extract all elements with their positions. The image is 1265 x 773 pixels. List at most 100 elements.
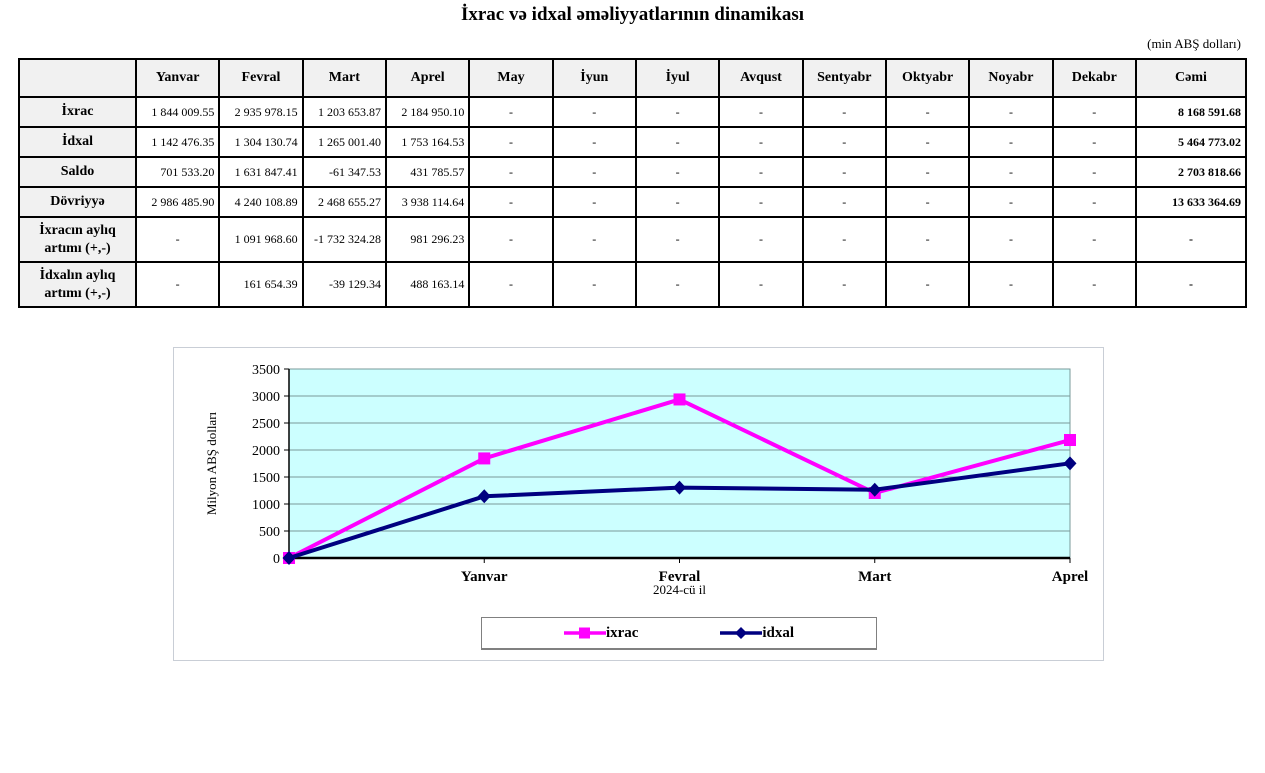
table-cell: - — [468, 126, 554, 158]
table-cell: - — [884, 96, 971, 128]
row-header: İdxalın aylıq artımı (+,-) — [18, 261, 137, 308]
y-tick-label: 2000 — [252, 444, 280, 459]
table-cell: 161 654.39 — [218, 261, 304, 308]
table-cell: - — [718, 186, 804, 218]
table-cell: 4 240 108.89 — [218, 186, 304, 218]
ixrac-marker — [1064, 434, 1076, 447]
ixrac-line-swatch — [563, 627, 606, 639]
table-cell: - — [801, 186, 887, 218]
y-tick-label: 3500 — [252, 363, 280, 378]
table-cell: 2 468 655.27 — [301, 186, 387, 218]
table-cell: - — [1051, 216, 1138, 263]
table-cell: - — [1051, 261, 1138, 308]
table-cell: - — [634, 261, 721, 308]
table-cell: 1 304 130.74 — [218, 126, 304, 158]
table-body: İxrac 1 844 009.55 2 935 978.15 1 203 653.8… — [18, 96, 1247, 308]
y-axis-title: Milyon ABŞ dolları — [204, 411, 219, 515]
legend-item-idxal: idxal — [720, 625, 794, 642]
table-cell: - — [718, 216, 804, 263]
x-tick-label: Aprel — [1052, 569, 1088, 585]
table-cell: - — [468, 96, 554, 128]
table-cell: - — [1135, 261, 1247, 308]
table-cell: - — [634, 126, 721, 158]
column-header: İyul — [634, 58, 721, 98]
column-header: Dekabr — [1051, 58, 1138, 98]
table-row: Saldo 701 533.20 1 631 847.41 -61 347.53 431… — [18, 156, 1247, 188]
column-header: Cəmi — [1135, 58, 1247, 98]
table-cell: - — [551, 126, 637, 158]
column-header: İyun — [551, 58, 637, 98]
y-tick-label: 1500 — [252, 471, 280, 486]
idxal-marker — [868, 482, 882, 497]
table-cell: 5 464 773.02 — [1135, 126, 1247, 158]
table-cell: 1 631 847.41 — [218, 156, 304, 188]
table-cell: 13 633 364.69 — [1135, 186, 1247, 218]
idxal-marker — [477, 489, 491, 504]
table-cell: 2 703 818.66 — [1135, 156, 1247, 188]
unit-note: (min ABŞ dolları) — [1147, 36, 1241, 51]
table-cell: - — [468, 216, 554, 263]
table-cell: - — [884, 156, 971, 188]
table-cell: - — [968, 96, 1054, 128]
x-tick-label: Yanvar — [461, 569, 508, 585]
ixrac-marker — [673, 393, 686, 406]
column-header: Oktyabr — [884, 58, 971, 98]
column-header: May — [468, 58, 554, 98]
table-cell: - — [1051, 96, 1138, 128]
table-row: İxracın aylıq artımı (+,-) -1 091 968.60-… — [18, 216, 1247, 263]
row-header: İxracın aylıq artımı (+,-) — [18, 216, 137, 263]
table-cell: 8 168 591.68 — [1135, 96, 1247, 128]
column-header: Noyabr — [968, 58, 1054, 98]
column-header: Yanvar — [134, 58, 221, 98]
table-cell: 701 533.20 — [134, 156, 221, 188]
table-cell: - — [884, 186, 971, 218]
y-tick-label: 3000 — [252, 390, 280, 405]
table-cell: 1 265 001.40 — [301, 126, 387, 158]
table-cell: - — [801, 126, 887, 158]
x-axis-title: 2024-cü il — [653, 582, 706, 597]
table-cell: - — [718, 96, 804, 128]
row-header: Dövriyyə — [18, 186, 137, 218]
page-title: İxrac və idxal əməliyyatlarının dinamika… — [460, 4, 805, 25]
table-cell: - — [551, 156, 637, 188]
table-cell: - — [551, 96, 637, 128]
table-cell: - — [551, 216, 637, 263]
table-cell: - — [968, 126, 1054, 158]
table-cell: - — [884, 216, 971, 263]
table-cell: - — [718, 126, 804, 158]
x-tick-label: Mart — [858, 569, 891, 585]
table-cell: 2 184 950.10 — [384, 96, 471, 128]
column-header: Aprel — [384, 58, 471, 98]
table-row: İdxal 1 142 476.35 1 304 130.74 1 265 001.4… — [18, 126, 1247, 158]
corner-cell — [18, 58, 137, 98]
table-cell: -1 732 324.28 — [301, 216, 387, 263]
table-head: Yanvar Fevral Mart Aprel May İyun İyul Avqust Se… — [18, 58, 1247, 98]
table-cell: - — [884, 261, 971, 308]
row-header: İdxal — [18, 126, 137, 158]
table-row: Dövriyyə 2 986 485.90 4 240 108.89 2 468 65… — [18, 186, 1247, 218]
table-cell: - — [884, 126, 971, 158]
table-cell: - — [468, 156, 554, 188]
table-cell: - — [134, 216, 221, 263]
table-cell: 2 935 978.15 — [218, 96, 304, 128]
table-cell: 2 986 485.90 — [134, 186, 221, 218]
table-cell: - — [801, 261, 887, 308]
table-cell: - — [718, 261, 804, 308]
table-cell: 981 296.23 — [384, 216, 471, 263]
legend-item-ixrac: ixrac — [563, 625, 638, 642]
table-cell: 488 163.14 — [384, 261, 471, 308]
idxal-marker — [1063, 456, 1077, 471]
table-cell: - — [634, 156, 721, 188]
table-row: İxrac 1 844 009.55 2 935 978.15 1 203 653.8… — [18, 96, 1247, 128]
table-cell: -61 347.53 — [301, 156, 387, 188]
table-cell: - — [801, 96, 887, 128]
table-cell: - — [1135, 216, 1247, 263]
y-tick-label: 0 — [273, 552, 280, 567]
column-header: Fevral — [218, 58, 304, 98]
table-cell: - — [968, 261, 1054, 308]
column-header: Mart — [301, 58, 387, 98]
x-tick-label: Fevral — [659, 569, 701, 585]
table-cell: 3 938 114.64 — [384, 186, 471, 218]
table-cell: - — [551, 186, 637, 218]
y-tick-label: 1000 — [252, 498, 280, 513]
